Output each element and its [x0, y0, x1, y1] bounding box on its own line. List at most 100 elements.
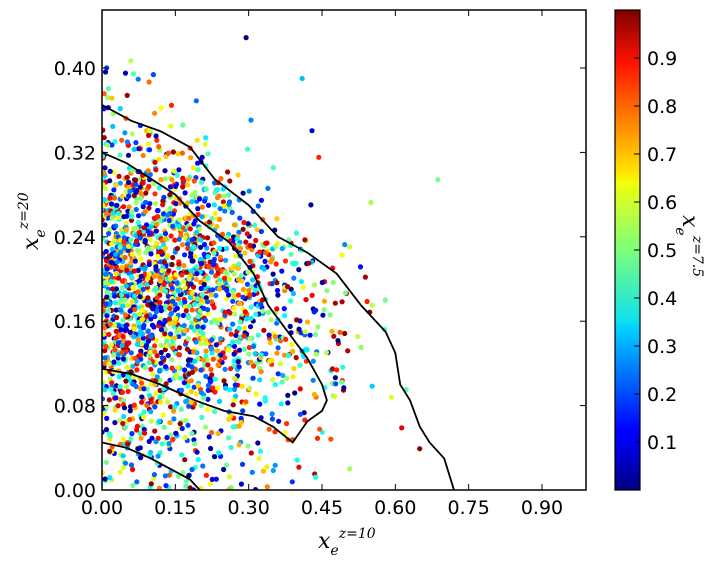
- scatter-point: [332, 300, 338, 306]
- scatter-point: [135, 76, 141, 82]
- scatter-point: [158, 349, 164, 356]
- scatter-point: [213, 476, 219, 482]
- scatter-point: [215, 362, 221, 368]
- scatter-point: [168, 123, 174, 129]
- scatter-point: [215, 270, 221, 276]
- scatter-point: [177, 421, 183, 427]
- scatter-point: [180, 122, 186, 128]
- scatter-point: [328, 436, 334, 442]
- scatter-point: [315, 324, 321, 330]
- scatter-point: [164, 338, 170, 344]
- scatter-point: [238, 273, 244, 279]
- scatter-point: [274, 350, 280, 356]
- scatter-point: [112, 420, 118, 426]
- scatter-point: [124, 384, 130, 390]
- scatter-point: [227, 310, 233, 316]
- scatter-point: [169, 357, 175, 363]
- scatter-point: [102, 69, 109, 75]
- scatter-point: [119, 193, 125, 199]
- scatter-point: [212, 389, 218, 395]
- scatter-point: [110, 286, 116, 292]
- scatter-point: [145, 275, 151, 281]
- scatter-point: [288, 298, 294, 304]
- scatter-point: [119, 264, 125, 271]
- scatter-point: [231, 271, 237, 277]
- scatter-point: [129, 251, 135, 257]
- scatter-point: [339, 252, 345, 258]
- scatter-point: [137, 430, 143, 436]
- scatter-point: [249, 284, 255, 290]
- scatter-point: [243, 239, 249, 245]
- scatter-point: [119, 292, 125, 298]
- scatter-point: [129, 431, 135, 437]
- scatter-point: [140, 204, 146, 210]
- scatter-point: [135, 219, 141, 225]
- scatter-point: [190, 165, 197, 171]
- scatter-point: [120, 372, 126, 378]
- scatter-point: [167, 305, 173, 311]
- scatter-point: [120, 303, 126, 309]
- contour-line-outer: [102, 104, 455, 490]
- scatter-point: [189, 307, 195, 313]
- scatter-point: [105, 86, 111, 92]
- scatter-point: [214, 348, 220, 354]
- scatter-point: [272, 334, 278, 340]
- scatter-point: [166, 441, 172, 447]
- scatter-point: [169, 262, 175, 268]
- scatter-point: [203, 186, 209, 192]
- scatter-point: [233, 393, 239, 399]
- scatter-point: [264, 464, 270, 470]
- scatter-point: [158, 177, 164, 183]
- scatter-point: [192, 441, 198, 447]
- scatter-point: [200, 324, 206, 330]
- scatter-point: [102, 165, 108, 171]
- scatter-point: [119, 137, 125, 143]
- scatter-point: [168, 233, 174, 239]
- scatter-point: [158, 399, 164, 405]
- scatter-point: [162, 364, 169, 370]
- scatter-point: [319, 279, 325, 286]
- scatter-point: [194, 449, 200, 455]
- scatter-point: [102, 360, 108, 366]
- scatter-point: [310, 358, 316, 364]
- scatter-point: [195, 382, 201, 389]
- scatter-point: [141, 409, 147, 415]
- scatter-point: [154, 353, 160, 359]
- scatter-point: [236, 442, 242, 448]
- scatter-point: [121, 239, 127, 245]
- scatter-point: [274, 216, 280, 222]
- scatter-point: [112, 300, 119, 306]
- scatter-point: [199, 154, 205, 160]
- scatter-point: [195, 160, 201, 166]
- scatter-point: [145, 141, 151, 147]
- scatter-point: [146, 438, 152, 445]
- scatter-point: [242, 250, 248, 256]
- scatter-point: [172, 335, 178, 341]
- scatter-point: [329, 366, 336, 372]
- scatter-point: [264, 484, 270, 490]
- scatter-point: [122, 130, 128, 136]
- scatter-point: [137, 235, 143, 241]
- scatter-point: [191, 384, 197, 390]
- scatter-point: [143, 190, 149, 196]
- scatter-point: [136, 323, 142, 330]
- scatter-point: [125, 374, 131, 380]
- scatter-point: [174, 245, 181, 252]
- scatter-point: [189, 320, 195, 326]
- scatter-point: [122, 460, 129, 466]
- scatter-point: [222, 309, 228, 315]
- scatter-point: [136, 146, 142, 152]
- colorbar-tick-label: 0.5: [647, 240, 677, 262]
- scatter-point: [311, 282, 318, 288]
- scatter-point: [274, 287, 281, 294]
- scatter-point: [189, 192, 195, 198]
- scatter-point: [158, 305, 164, 311]
- scatter-point: [264, 240, 270, 246]
- scatter-point: [108, 201, 115, 207]
- scatter-point: [215, 430, 221, 437]
- scatter-point: [156, 418, 162, 424]
- scatter-point: [179, 387, 185, 393]
- contour-lines: [102, 104, 455, 490]
- scatter-point: [133, 140, 139, 146]
